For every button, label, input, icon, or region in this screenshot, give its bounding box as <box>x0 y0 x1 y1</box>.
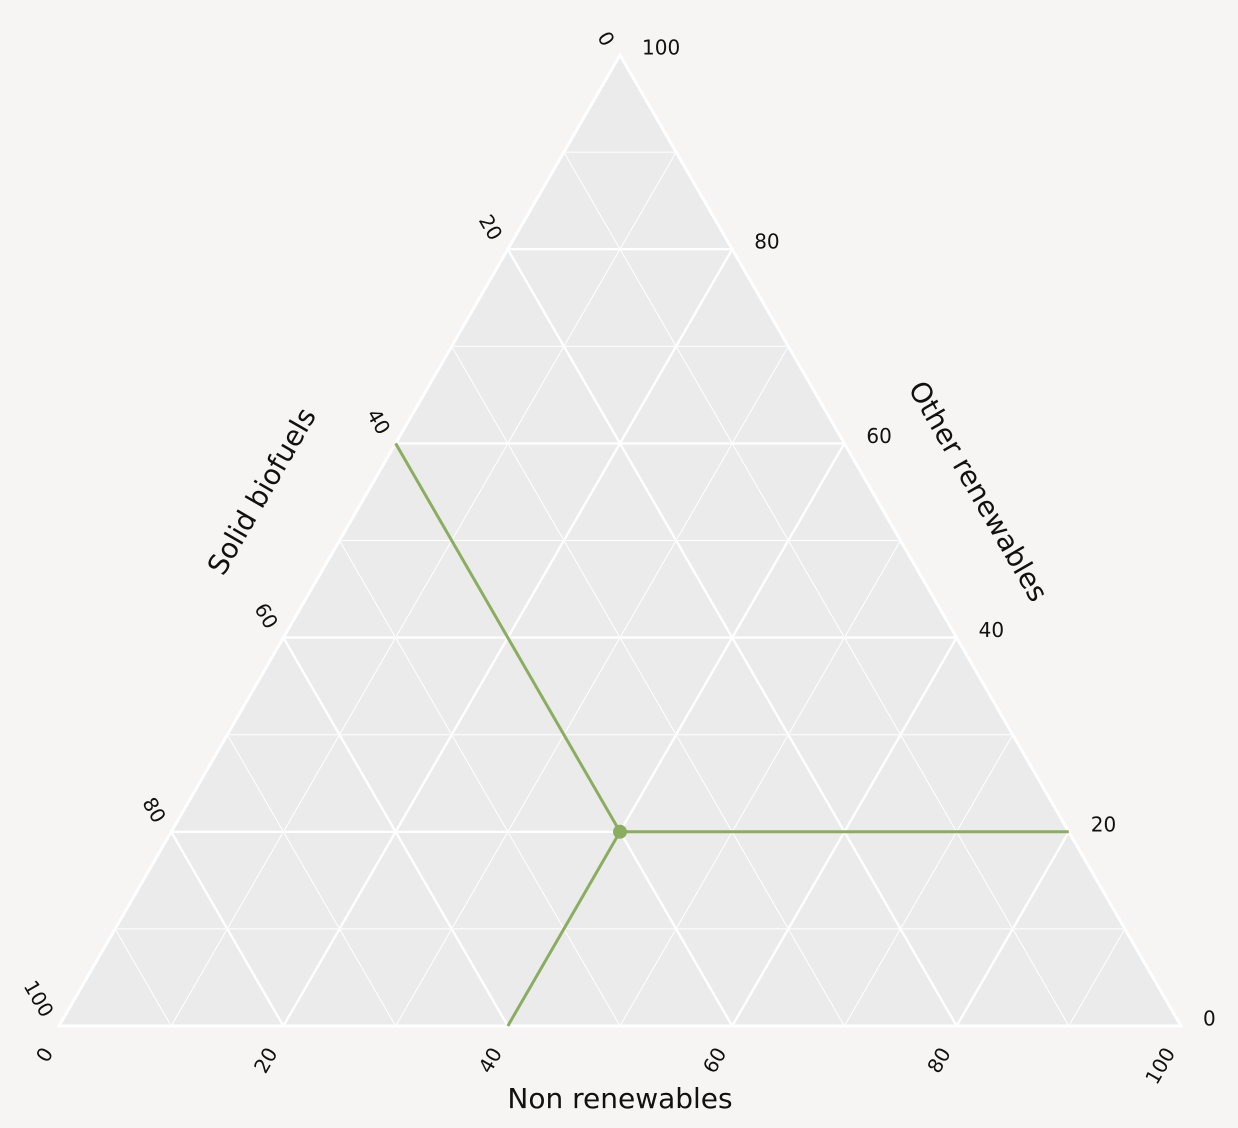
gridline-nonrenew-70 <box>843 734 1014 1027</box>
guide-non-renewables <box>506 831 622 1027</box>
tick-label-other-renewables-60: 60 <box>866 424 891 448</box>
tick-label-non-renewables-80: 80 <box>922 1043 956 1077</box>
tick-label-non-renewables-40: 40 <box>473 1043 507 1077</box>
tick-label-non-renewables-100: 100 <box>1140 1043 1180 1088</box>
tick-label-other-renewables-20: 20 <box>1091 812 1116 836</box>
tick-label-solid-biofuels-0: 0 <box>593 27 620 50</box>
tick-label-other-renewables-0: 0 <box>1203 1007 1216 1031</box>
gridline-solid-30 <box>451 346 845 1027</box>
gridline-solid-90 <box>114 928 172 1027</box>
point-guides <box>394 442 1069 1027</box>
tick-label-solid-biofuels-100: 100 <box>19 976 59 1021</box>
gridline-solid-10 <box>563 151 1070 1027</box>
gridline-solid-60 <box>282 636 509 1027</box>
gridline-solid-50 <box>339 540 621 1027</box>
tick-label-solid-biofuels-20: 20 <box>474 210 508 244</box>
tick-label-other-renewables-100: 100 <box>642 36 680 60</box>
tick-label-solid-biofuels-40: 40 <box>362 405 396 439</box>
guide-solid-biofuels <box>394 442 622 833</box>
tick-label-non-renewables-20: 20 <box>249 1043 283 1077</box>
gridline-solid-70 <box>226 734 397 1027</box>
axis-title-non-renewables: Non renewables <box>507 1082 732 1115</box>
gridline-nonrenew-50 <box>619 540 901 1027</box>
gridline-solid-80 <box>170 831 285 1027</box>
tick-label-non-renewables-60: 60 <box>698 1043 732 1077</box>
gridline-nonrenew-90 <box>1068 928 1126 1027</box>
tick-label-non-renewables-0: 0 <box>31 1043 58 1066</box>
gridline-nonrenew-80 <box>955 831 1070 1027</box>
tick-label-solid-biofuels-80: 80 <box>137 793 171 827</box>
data-point <box>613 824 627 839</box>
tick-label-other-renewables-80: 80 <box>754 230 779 254</box>
tick-label-solid-biofuels-60: 60 <box>250 599 284 633</box>
axis-title-solid-biofuels: Solid biofuels <box>201 402 323 580</box>
gridline-nonrenew-10 <box>170 151 677 1027</box>
axis-title-other-renewables: Other renewables <box>902 375 1055 607</box>
gridline-nonrenew-30 <box>395 346 789 1027</box>
tick-label-other-renewables-40: 40 <box>979 618 1004 642</box>
